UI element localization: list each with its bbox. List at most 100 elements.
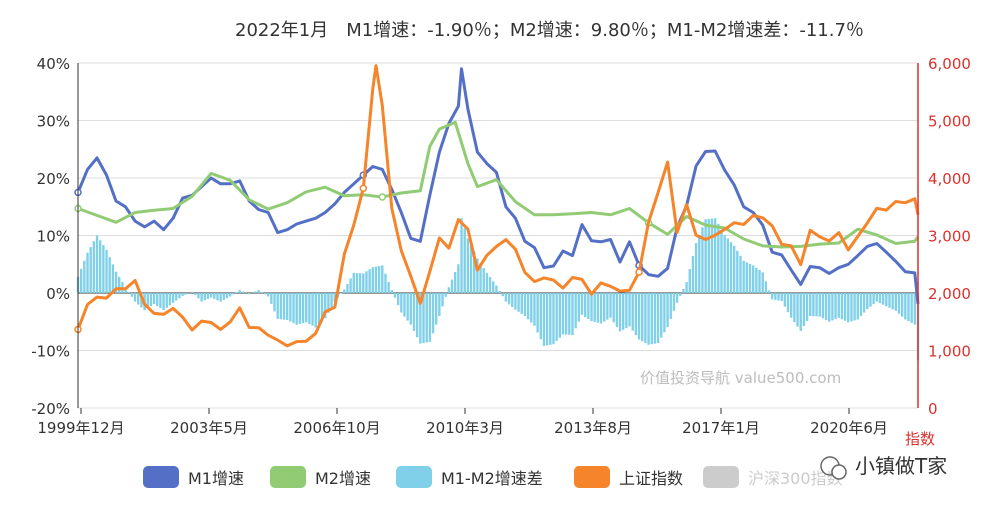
diff-bar — [558, 293, 561, 338]
legend-swatch — [703, 466, 739, 488]
diff-bar — [476, 258, 479, 293]
legend-swatch — [574, 466, 610, 488]
diff-bar — [235, 292, 238, 293]
diff-bar — [209, 293, 213, 298]
diff-bar — [301, 293, 305, 324]
y-left-tick-label: 0% — [46, 285, 70, 303]
legend-label: 上证指数 — [619, 469, 683, 488]
diff-bar — [349, 278, 352, 293]
diff-bar — [872, 293, 875, 305]
diff-bar — [504, 293, 508, 302]
diff-bar — [885, 293, 888, 307]
watermark-account-name: 小镇做T家 — [855, 454, 947, 478]
diff-bar — [717, 223, 720, 293]
diff-bar — [774, 293, 777, 300]
x-tick-label: 2010年3月 — [426, 419, 504, 437]
diff-bar — [745, 262, 749, 293]
diff-bar — [415, 293, 419, 338]
diff-bar — [99, 240, 102, 293]
diff-bar — [507, 293, 511, 305]
diff-bar — [831, 293, 834, 321]
diff-bar — [694, 242, 698, 293]
diff-bar — [888, 293, 891, 308]
diff-bar — [897, 293, 901, 314]
diff-bar — [783, 293, 787, 307]
diff-bar — [818, 293, 821, 317]
diff-bar — [238, 290, 241, 293]
diff-bar — [118, 276, 121, 293]
diff-bar — [435, 293, 438, 325]
diff-bar — [729, 242, 733, 293]
diff-bar — [178, 293, 181, 299]
wechat-icon-inner — [831, 464, 847, 480]
diff-bar — [675, 293, 679, 303]
diff-bar — [267, 293, 270, 297]
diff-bar — [805, 293, 809, 321]
diff-bar — [400, 293, 403, 313]
diff-bar — [324, 293, 327, 319]
y-left-tick-label: 40% — [37, 55, 70, 73]
diff-bar — [222, 293, 225, 300]
diff-bar — [168, 293, 172, 306]
y-right-tick-label: 1,000 — [928, 343, 971, 361]
diff-bar — [679, 293, 682, 296]
diff-bars — [76, 218, 920, 361]
diff-bar — [866, 293, 869, 310]
diff-bar — [564, 293, 568, 335]
diff-bar — [913, 293, 917, 325]
diff-bar — [473, 251, 476, 293]
x-tick-label: 2017年1月 — [682, 419, 760, 437]
diff-bar — [412, 293, 416, 331]
diff-bar — [377, 265, 381, 293]
diff-bar — [644, 293, 647, 344]
diff-bar — [362, 273, 365, 293]
diff-bar — [314, 293, 317, 328]
diff-bar — [894, 293, 897, 311]
diff-bar — [311, 293, 314, 326]
diff-bar — [739, 255, 742, 293]
plot-area: 40% 6,000 30% 5,000 20% 4,000 10% 3,000 0% 2,000 -… — [31, 55, 971, 448]
diff-bar — [295, 293, 298, 325]
diff-bar — [137, 293, 140, 305]
diff-bar — [840, 293, 844, 320]
diff-bar — [590, 293, 593, 322]
diff-bar — [815, 293, 818, 317]
diff-bar — [339, 293, 343, 294]
diff-bar — [587, 293, 590, 320]
diff-bar — [834, 293, 837, 320]
y-left-tick-label: 10% — [37, 228, 70, 246]
diff-bar — [862, 293, 866, 313]
diff-bar — [809, 293, 812, 316]
diff-bar — [206, 293, 210, 299]
diff-bar — [159, 293, 162, 309]
diff-bar — [228, 293, 232, 297]
diff-bar — [669, 293, 672, 319]
diff-bar — [102, 245, 105, 293]
diff-bar — [270, 293, 273, 304]
diff-bar — [736, 250, 739, 293]
diff-bar — [260, 292, 264, 293]
diff-bar — [701, 227, 704, 293]
diff-bar — [612, 293, 615, 323]
diff-bar — [853, 293, 856, 321]
diff-bar — [758, 270, 761, 293]
diff-bar — [536, 293, 539, 333]
series-line — [76, 67, 920, 305]
y-right-tick-label: 0 — [928, 400, 938, 418]
diff-bar — [175, 293, 178, 301]
diff-bar — [574, 293, 577, 329]
diff-bar — [320, 293, 324, 322]
diff-bar — [698, 235, 701, 293]
diff-bar — [549, 293, 552, 345]
diff-bar — [542, 293, 546, 346]
legend: M1增速 M2增速 M1-M2增速差 上证指数 沪深300指数 — [143, 466, 843, 488]
diff-bar — [444, 293, 447, 297]
diff-bar — [482, 268, 485, 293]
x-tick-label: 2013年8月 — [554, 419, 632, 437]
y-right-tick-label: 3,000 — [928, 228, 971, 246]
diff-bar — [152, 293, 156, 304]
diff-bar — [685, 282, 688, 293]
diff-bar — [108, 257, 111, 293]
diff-bar — [641, 293, 644, 342]
diff-bar — [263, 293, 267, 295]
